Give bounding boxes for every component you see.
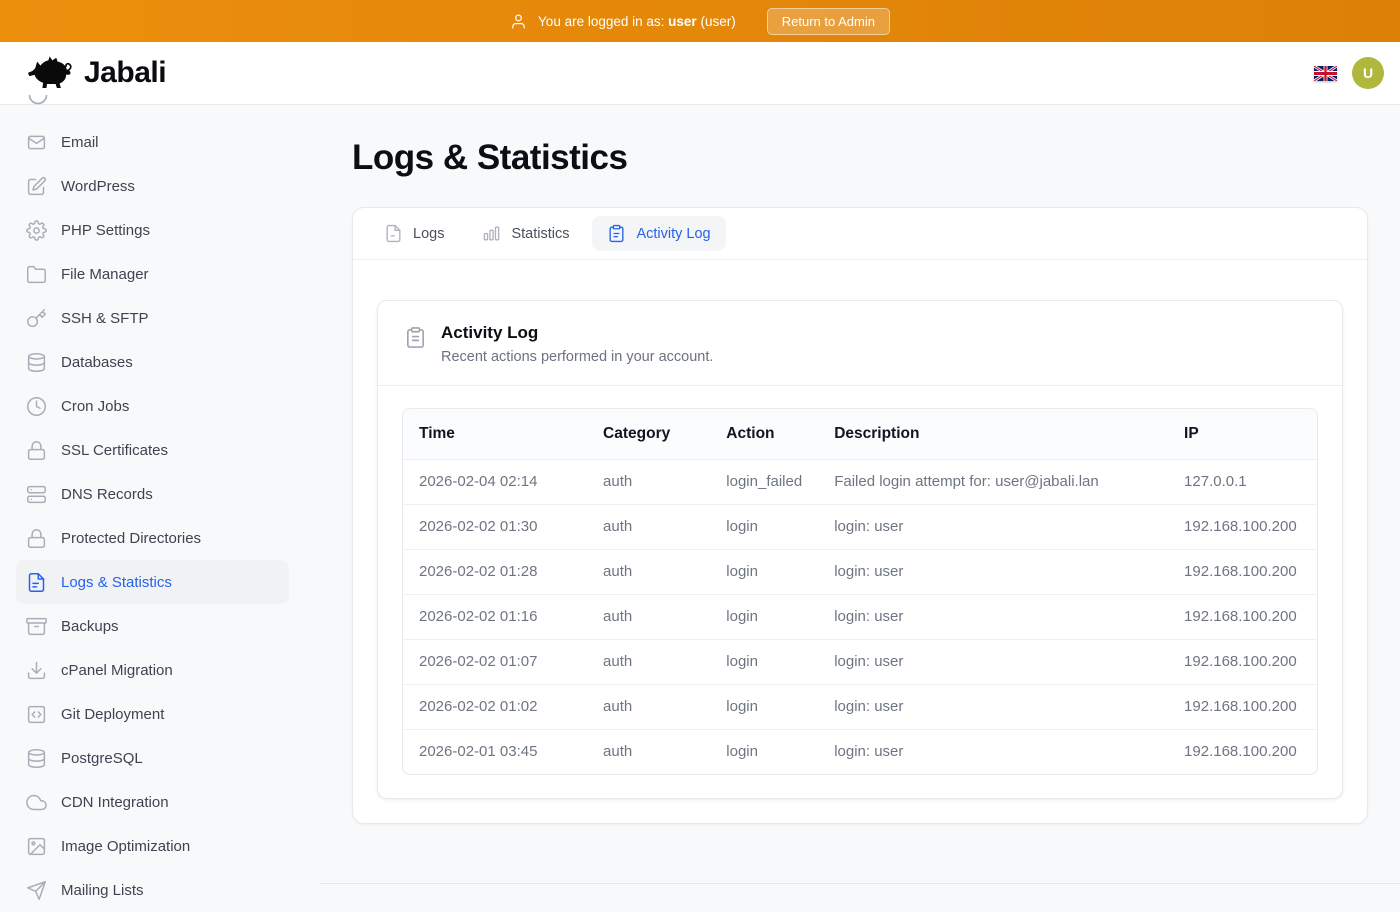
col-category: Category (587, 409, 711, 459)
bar-chart-icon (484, 226, 500, 241)
sidebar-item-cdn-integration[interactable]: CDN Integration (16, 780, 289, 824)
app-header: Jabali U (0, 42, 1400, 105)
user-avatar[interactable]: U (1352, 57, 1384, 89)
page-title: Logs & Statistics (352, 138, 628, 177)
sidebar-item-logs-statistics[interactable]: Logs & Statistics (16, 560, 289, 604)
sidebar-item-postgresql[interactable]: PostgreSQL (16, 736, 289, 780)
folder-icon (27, 265, 46, 283)
tab-statistics[interactable]: Statistics (467, 216, 584, 251)
sidebar-item-image-optimization[interactable]: Image Optimization (16, 824, 289, 868)
clipboard-icon (407, 327, 424, 348)
image-icon (27, 837, 46, 855)
table-row: 2026-02-02 01:28 auth login login: user 192.… (403, 548, 1317, 594)
card-title: Activity Log (441, 323, 539, 342)
code-icon (27, 705, 46, 723)
logs-panel: Logs Statistics Activity Log Activity Lo… (352, 207, 1368, 824)
tabs: Logs Statistics Activity Log (353, 208, 1367, 260)
brand-name: Jabali (84, 56, 167, 89)
archive-icon (26, 617, 47, 635)
database-icon (27, 748, 46, 768)
sidebar-item-mailing-lists[interactable]: Mailing Lists (16, 868, 289, 912)
gear-icon (26, 219, 47, 241)
clock-icon (27, 396, 46, 416)
activity-log-card: Activity Log Recent actions performed in… (377, 300, 1343, 799)
sidebar-item-cron-jobs[interactable]: Cron Jobs (16, 384, 289, 428)
activity-table: Time Category Action Description IP 2026… (402, 408, 1318, 775)
sidebar-item-databases[interactable]: Databases (16, 340, 289, 384)
impersonation-text: You are logged in as: user (user) (538, 13, 736, 29)
col-ip: IP (1168, 409, 1317, 459)
table-header-row: Time Category Action Description IP (403, 409, 1317, 459)
impersonation-banner: You are logged in as: user (user) Return… (0, 0, 1400, 42)
table-row: 2026-02-02 01:02 auth login login: user 192.… (403, 683, 1317, 729)
brand-logo[interactable]: Jabali (26, 55, 167, 92)
card-subtitle: Recent actions performed in your account… (441, 349, 714, 365)
server-icon (27, 485, 46, 503)
sidebar-item-php-settings[interactable]: PHP Settings (16, 208, 289, 252)
sidebar-item-ssl-certificates[interactable]: SSL Certificates (16, 428, 289, 472)
mail-icon (27, 135, 46, 149)
table-row: 2026-02-02 01:30 auth login login: user 192.… (403, 503, 1317, 549)
file-icon (386, 224, 401, 243)
col-description: Description (818, 409, 1169, 459)
sidebar-item-email[interactable]: Email (16, 120, 289, 164)
sidebar-item-file-manager[interactable]: File Manager (16, 252, 289, 296)
language-flag-button[interactable] (1313, 64, 1338, 82)
download-icon (27, 661, 46, 679)
boar-logo-icon (27, 55, 72, 88)
key-icon (27, 308, 46, 327)
tab-logs[interactable]: Logs (369, 216, 459, 251)
return-to-admin-button[interactable]: Return to Admin (766, 7, 890, 35)
sidebar-item-wordpress[interactable]: WordPress (16, 164, 289, 208)
table-row: 2026-02-04 02:14 auth login_failed Failed l… (403, 458, 1317, 504)
sidebar-item-cpanel-migration[interactable]: cPanel Migration (16, 648, 289, 692)
tab-activity-log[interactable]: Activity Log (592, 216, 726, 251)
cloud-icon (26, 794, 47, 810)
database-icon (27, 352, 46, 372)
col-action: Action (710, 409, 819, 459)
edit-icon (27, 176, 47, 195)
file-text-icon (28, 572, 45, 592)
user-icon (512, 14, 525, 28)
main-content: Logs & Statistics Logs Statistics Activi… (352, 105, 1368, 824)
sidebar-item-ssh-sftp[interactable]: SSH & SFTP (16, 296, 289, 340)
table-row: 2026-02-01 03:45 auth login login: user 192.… (403, 728, 1317, 774)
lock-icon (27, 440, 46, 460)
sidebar: Email WordPress PHP Settings File Manage… (0, 120, 305, 912)
send-icon (27, 880, 46, 900)
uk-flag-icon (1313, 64, 1338, 82)
table-row: 2026-02-02 01:16 auth login login: user 192.… (403, 593, 1317, 639)
sidebar-item-dns-records[interactable]: DNS Records (16, 472, 289, 516)
sidebar-item-protected-directories[interactable]: Protected Directories (16, 516, 289, 560)
table-row: 2026-02-02 01:07 auth login login: user 192.… (403, 638, 1317, 684)
clipboard-icon (609, 224, 624, 243)
lock-icon (27, 528, 46, 548)
sidebar-item-backups[interactable]: Backups (16, 604, 289, 648)
col-time: Time (403, 409, 588, 459)
partial-scrolled-icon (27, 95, 49, 106)
sidebar-item-git-deployment[interactable]: Git Deployment (16, 692, 289, 736)
footer-divider (320, 883, 1400, 884)
